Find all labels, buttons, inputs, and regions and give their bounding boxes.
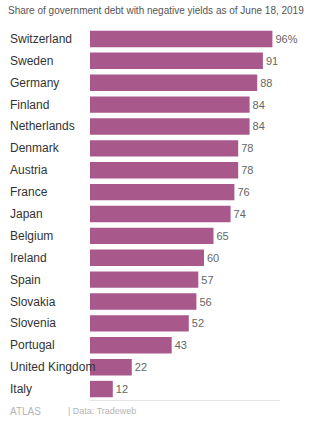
svg-text:56: 56: [199, 296, 211, 308]
svg-text:22: 22: [135, 361, 147, 373]
svg-text:91: 91: [266, 55, 278, 67]
svg-text:88: 88: [260, 77, 272, 89]
svg-text:Germany: Germany: [10, 76, 59, 90]
svg-text:Italy: Italy: [10, 382, 32, 396]
svg-text:84: 84: [253, 99, 265, 111]
svg-text:74: 74: [234, 208, 246, 220]
svg-text:78: 78: [241, 142, 253, 154]
svg-text:Belgium: Belgium: [10, 229, 53, 243]
svg-text:43: 43: [175, 339, 187, 351]
svg-text:Finland: Finland: [10, 98, 49, 112]
svg-text:Slovenia: Slovenia: [10, 316, 56, 330]
svg-text:12: 12: [116, 383, 128, 395]
svg-text:96%: 96%: [275, 33, 297, 45]
svg-text:France: France: [10, 185, 48, 199]
svg-text:Slovakia: Slovakia: [10, 295, 56, 309]
svg-text:78: 78: [241, 164, 253, 176]
svg-text:Austria: Austria: [10, 163, 48, 177]
svg-text:Switzerland: Switzerland: [10, 32, 72, 46]
svg-text:Spain: Spain: [10, 273, 41, 287]
svg-text:76: 76: [237, 186, 249, 198]
svg-text:Share of government debt with: Share of government debt with negative y…: [8, 5, 304, 16]
svg-text:United Kingdom: United Kingdom: [10, 360, 95, 374]
svg-text:57: 57: [201, 274, 213, 286]
svg-text:84: 84: [253, 120, 265, 132]
svg-text:Japan: Japan: [10, 207, 43, 221]
svg-text:Ireland: Ireland: [10, 251, 47, 265]
svg-text:Netherlands: Netherlands: [10, 119, 75, 133]
svg-text:60: 60: [207, 252, 219, 264]
svg-text:52: 52: [192, 317, 204, 329]
svg-text:65: 65: [217, 230, 229, 242]
svg-text:Portugal: Portugal: [10, 338, 55, 352]
svg-text:| Data: Tradeweb: | Data: Tradeweb: [68, 406, 136, 416]
svg-text:Denmark: Denmark: [10, 141, 60, 155]
svg-text:ATLAS: ATLAS: [10, 406, 41, 417]
svg-text:Sweden: Sweden: [10, 54, 53, 68]
